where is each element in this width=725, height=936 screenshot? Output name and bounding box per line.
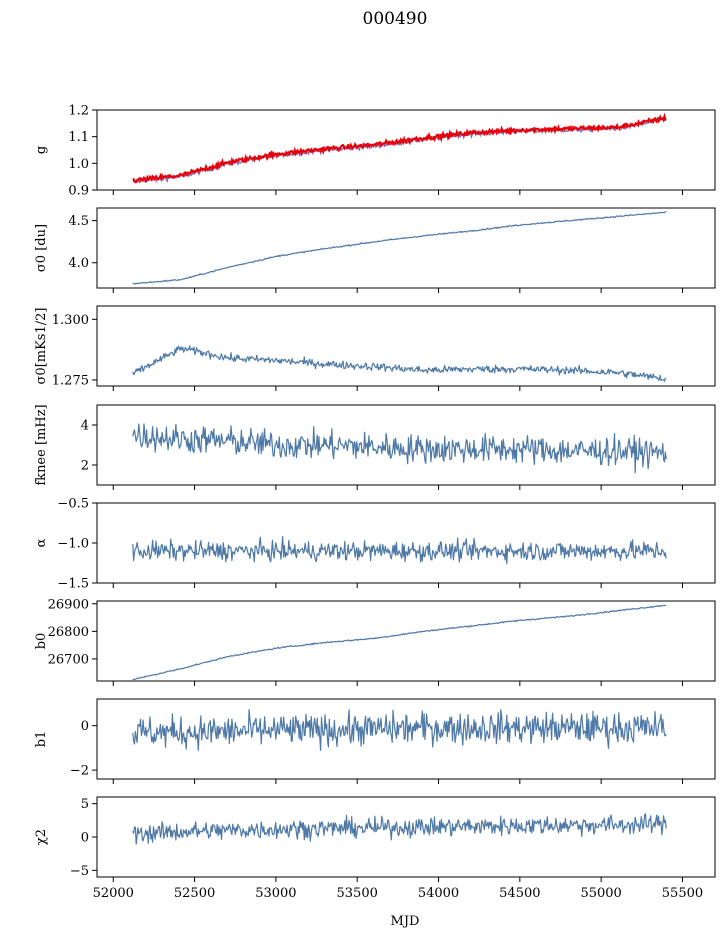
panels: 0.9 1.0 1.1 1.2 g 4.0 4.5 σ0 [du] 1.275 1.300σ0[m…: [34, 104, 716, 882]
y-tick-label: 26700: [48, 652, 89, 667]
y-tick-label: 4: [81, 419, 89, 434]
y-tick-label: −0.5: [57, 497, 89, 512]
y-tick-label: 0: [81, 831, 89, 846]
series-line: [132, 112, 667, 184]
x-tick-label: 55500: [662, 886, 703, 901]
y-axis-label: χ2: [34, 829, 49, 845]
series-line: [132, 345, 667, 382]
panel-5: −1.5 −1.0 −0.5 α: [34, 497, 716, 592]
figure-title: 000490: [363, 9, 428, 29]
y-tick-label: −5: [70, 864, 89, 879]
series-line: [132, 604, 667, 681]
x-tick-label: 54000: [418, 886, 459, 901]
panel-frame: [96, 502, 716, 584]
panel-8: −5 0 5 χ2: [34, 796, 716, 882]
y-axis-label: g: [34, 146, 49, 154]
x-tick-label: 52000: [93, 886, 134, 901]
y-tick-label: 5: [81, 797, 89, 812]
panel-frame: [96, 796, 716, 878]
y-axis-label: σ0 [du]: [34, 224, 49, 272]
series-line: [132, 813, 667, 845]
y-tick-label: 1.2: [68, 104, 89, 119]
panel-6: 26700 26800 26900 b0: [34, 597, 716, 686]
x-tick-label: 52500: [174, 886, 215, 901]
panel-frame: [96, 305, 716, 387]
panel-frame: [96, 404, 716, 486]
x-tick-label: 55000: [580, 886, 621, 901]
y-tick-label: 0: [81, 719, 89, 734]
y-tick-label: 1.0: [68, 157, 89, 172]
y-tick-label: 1.300: [52, 313, 89, 328]
panel-frame: [96, 207, 716, 289]
y-tick-label: 26800: [48, 625, 89, 640]
series-line: [132, 210, 667, 285]
y-axis-label: fknee [mHz]: [34, 404, 49, 485]
y-axis-label: α: [34, 538, 49, 547]
y-tick-label: 26900: [48, 597, 89, 612]
x-tick-label: 53500: [337, 886, 378, 901]
series-line: [132, 423, 667, 474]
y-tick-label: −1.0: [57, 537, 89, 552]
y-tick-label: 2: [81, 459, 89, 474]
panel-2: 4.0 4.5 σ0 [du]: [34, 207, 716, 293]
y-tick-label: 4.0: [68, 256, 89, 271]
panel-7: −2 0 b1: [34, 698, 716, 784]
panel-frame: [96, 600, 716, 682]
y-axis-label: b1: [34, 731, 49, 748]
panel-4: 2 4 fknee [mHz]: [34, 404, 716, 490]
series-line: [132, 536, 667, 565]
x-tick-label: 54500: [499, 886, 540, 901]
panel-frame: [96, 109, 716, 191]
y-tick-label: 0.9: [68, 184, 89, 199]
y-tick-label: 4.5: [68, 214, 89, 229]
x-axis-label: MJD: [391, 914, 420, 929]
y-tick-label: −2: [70, 764, 89, 779]
y-tick-label: −1.5: [57, 577, 89, 592]
series-line: [132, 709, 667, 751]
y-axis-label: b0: [34, 633, 49, 650]
x-axis: 52000 52500 53000 53500 54000 54500 55000 55500: [93, 886, 704, 901]
panel-frame: [96, 698, 716, 780]
y-tick-label: 1.275: [52, 373, 89, 388]
y-axis-label: σ0[mKs1/2]: [34, 308, 49, 385]
x-tick-label: 53000: [255, 886, 296, 901]
panel-1: 0.9 1.0 1.1 1.2 g: [34, 104, 716, 199]
y-tick-label: 1.1: [68, 130, 89, 145]
